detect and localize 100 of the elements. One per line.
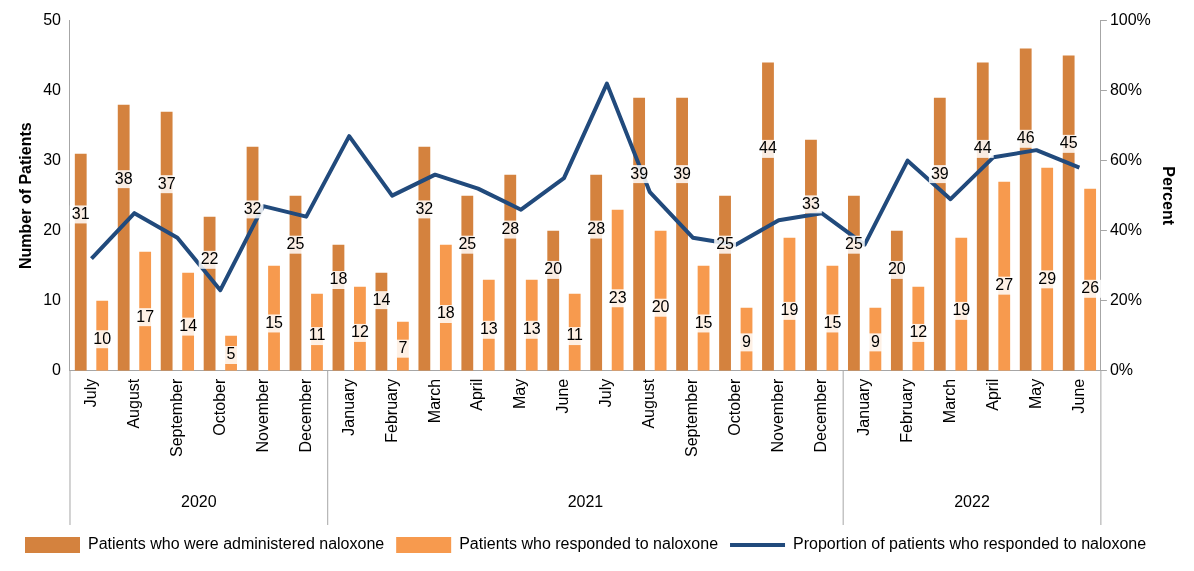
data-label: 20 — [887, 260, 906, 278]
x-tick-label: December — [812, 378, 830, 453]
bar — [590, 174, 603, 371]
data-label: 10 — [93, 329, 112, 347]
data-label: 5 — [226, 345, 236, 363]
y-tick-label: 40 — [43, 81, 62, 99]
data-label: 25 — [716, 235, 735, 253]
x-tick-label: March — [425, 378, 443, 424]
y2-tick-label: 40% — [1109, 221, 1142, 239]
bar — [461, 195, 474, 371]
x-tick-label: December — [296, 378, 314, 453]
data-label: 39 — [673, 164, 692, 182]
data-label: 39 — [630, 164, 649, 182]
bar — [633, 97, 646, 371]
bar — [1062, 55, 1075, 371]
data-label: 23 — [608, 288, 627, 306]
bar — [117, 104, 130, 371]
x-tick-label: November — [253, 378, 271, 453]
x-tick-label: May — [511, 378, 529, 409]
y2-axis-title: Percent — [1159, 166, 1177, 226]
data-label: 15 — [694, 313, 713, 331]
bar — [611, 209, 624, 371]
y2-tick-label: 60% — [1109, 151, 1142, 169]
x-tick-label: August — [640, 378, 658, 429]
data-label: 18 — [436, 304, 455, 322]
x-tick-label: March — [940, 378, 958, 424]
x-tick-label: January — [855, 378, 873, 436]
x-tick-label: September — [167, 378, 185, 457]
text: 2021 — [567, 493, 604, 511]
data-label: 31 — [71, 204, 90, 222]
bar — [1084, 188, 1097, 371]
bar — [1019, 48, 1032, 371]
data-label: 28 — [587, 219, 606, 237]
data-label: 18 — [329, 270, 348, 288]
y2-tick-label: 20% — [1109, 291, 1142, 309]
x-tick-label: October — [726, 378, 744, 436]
x-tick-label: April — [983, 378, 1001, 411]
bar — [1041, 167, 1054, 371]
data-label: 25 — [845, 235, 863, 253]
legend-label: Patients who were administered naloxone — [88, 535, 385, 553]
x-tick-label: January — [339, 378, 357, 436]
data-label: 15 — [265, 313, 284, 331]
x-tick-label: October — [210, 378, 228, 436]
y2-tick-label: 0% — [1109, 361, 1133, 379]
data-label: 26 — [1081, 279, 1100, 297]
data-label: 12 — [909, 323, 928, 341]
x-tick-label: July — [81, 378, 99, 408]
data-label: 13 — [479, 320, 498, 338]
x-tick-label: May — [1026, 378, 1044, 409]
data-label: 32 — [415, 199, 434, 217]
legend-label: Proportion of patients who responded to naloxone — [793, 535, 1147, 553]
x-tick-label: July — [597, 378, 615, 408]
y2-tick-label: 80% — [1109, 81, 1142, 99]
data-label: 38 — [114, 169, 133, 187]
text: 2022 — [954, 493, 990, 511]
data-label: 9 — [742, 332, 752, 350]
y-tick-label: 10 — [43, 291, 62, 309]
data-label: 12 — [351, 323, 369, 341]
y2-tick-label: 100% — [1109, 11, 1151, 29]
x-tick-label: November — [769, 378, 787, 453]
y-tick-label: 50 — [43, 11, 62, 29]
data-label: 39 — [930, 164, 949, 182]
data-label: 15 — [823, 313, 842, 331]
data-label: 33 — [802, 194, 820, 212]
data-label: 46 — [1016, 129, 1035, 147]
data-label: 20 — [544, 260, 563, 278]
text: 2020 — [181, 493, 217, 511]
x-tick-label: September — [683, 378, 701, 457]
data-label: 13 — [522, 320, 541, 338]
data-label: 9 — [870, 332, 880, 350]
x-tick-label: August — [124, 378, 142, 429]
bar — [160, 111, 173, 371]
legend-label: Patients who responded to naloxone — [459, 535, 719, 553]
data-label: 19 — [952, 301, 971, 319]
y-axis-title: Number of Patients — [17, 122, 35, 270]
data-label: 45 — [1059, 134, 1078, 152]
x-tick-label: June — [554, 378, 572, 414]
data-label: 11 — [308, 326, 326, 344]
data-label: 20 — [651, 298, 670, 316]
x-tick-label: April — [468, 378, 486, 411]
bar — [998, 181, 1011, 371]
data-label: 17 — [136, 307, 155, 325]
y-tick-label: 30 — [43, 151, 62, 169]
data-label: 25 — [286, 235, 305, 253]
bar — [933, 97, 946, 371]
data-label: 44 — [973, 139, 992, 157]
x-tick-label: February — [897, 378, 915, 443]
data-label: 14 — [372, 290, 391, 308]
data-label: 27 — [995, 276, 1014, 294]
bar — [418, 146, 431, 371]
data-label: 14 — [179, 317, 198, 335]
x-tick-label: June — [1069, 378, 1087, 414]
bar — [74, 153, 87, 371]
data-label: 29 — [1038, 269, 1057, 287]
x-tick-label: February — [382, 378, 400, 443]
data-label: 11 — [566, 326, 584, 344]
bar — [676, 97, 688, 371]
data-label: 28 — [501, 219, 520, 237]
data-label: 22 — [200, 250, 219, 268]
data-label: 44 — [759, 139, 777, 157]
